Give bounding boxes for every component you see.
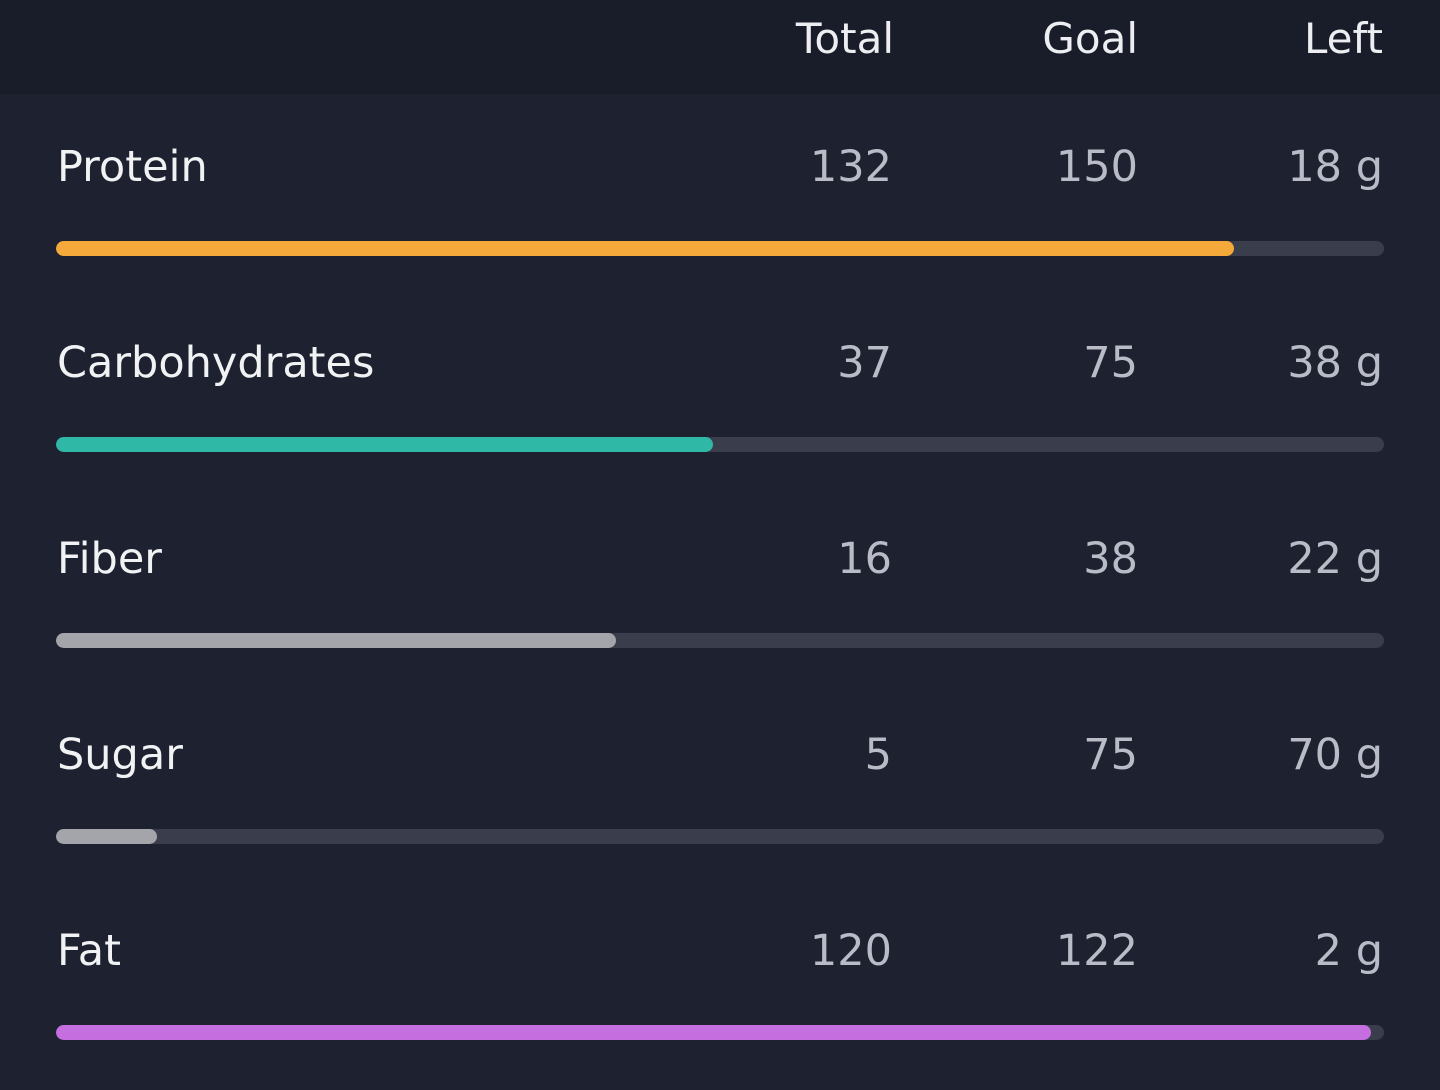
column-header: Total Goal Left — [0, 0, 1440, 94]
nutrient-left: 38 g — [1287, 338, 1383, 388]
nutrient-total: 132 — [809, 142, 892, 192]
header-left: Left — [1303, 14, 1383, 63]
nutrient-goal: 150 — [1055, 142, 1138, 192]
nutrient-left: 70 g — [1287, 730, 1383, 780]
nutrient-left: 2 g — [1314, 926, 1383, 976]
nutrient-total: 16 — [837, 534, 892, 584]
nutrient-name: Protein — [57, 142, 208, 192]
nutrient-name: Carbohydrates — [57, 338, 375, 388]
nutrient-total: 37 — [837, 338, 892, 388]
progress-track — [56, 1025, 1384, 1040]
nutrient-name: Fiber — [57, 534, 162, 584]
progress-track — [56, 241, 1384, 256]
nutrient-goal: 122 — [1055, 926, 1138, 976]
nutrient-goal: 75 — [1083, 730, 1138, 780]
progress-fill — [56, 241, 1234, 256]
nutrient-row-carbohydrates: Carbohydrates 37 75 38 g — [0, 290, 1440, 486]
nutrient-left: 18 g — [1287, 142, 1383, 192]
progress-track — [56, 633, 1384, 648]
nutrient-row-protein: Protein 132 150 18 g — [0, 94, 1440, 290]
nutrient-row-fiber: Fiber 16 38 22 g — [0, 486, 1440, 682]
header-total: Total — [795, 14, 894, 63]
nutrient-name: Fat — [57, 926, 121, 976]
nutrient-left: 22 g — [1287, 534, 1383, 584]
nutrient-goal: 75 — [1083, 338, 1138, 388]
nutrient-row-fat: Fat 120 122 2 g — [0, 878, 1440, 1074]
nutrient-row-sugar: Sugar 5 75 70 g — [0, 682, 1440, 878]
progress-track — [56, 829, 1384, 844]
progress-fill — [56, 633, 617, 648]
progress-fill — [56, 437, 714, 452]
nutrient-total: 120 — [809, 926, 892, 976]
nutrient-name: Sugar — [57, 730, 183, 780]
nutrient-total: 5 — [864, 730, 892, 780]
progress-track — [56, 437, 1384, 452]
progress-fill — [56, 829, 157, 844]
nutrient-goal: 38 — [1083, 534, 1138, 584]
header-goal: Goal — [1042, 14, 1138, 63]
progress-fill — [56, 1025, 1371, 1040]
